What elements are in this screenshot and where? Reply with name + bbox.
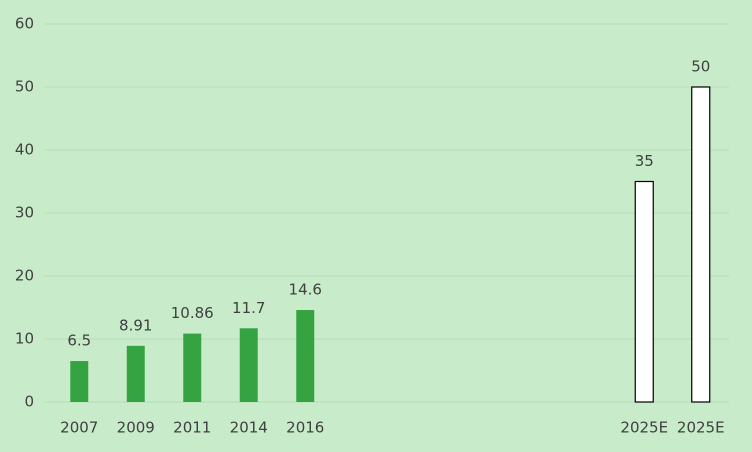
bar — [126, 345, 145, 402]
y-tick-label: 10 — [15, 330, 34, 348]
data-label: 14.6 — [289, 281, 322, 299]
data-label: 6.5 — [67, 332, 91, 350]
data-label: 35 — [635, 152, 654, 170]
x-tick-label: 2011 — [173, 419, 211, 437]
bar — [634, 180, 654, 403]
x-tick-label: 2007 — [60, 419, 98, 437]
y-tick-label: 60 — [15, 15, 34, 33]
data-label: 50 — [691, 58, 710, 76]
bar — [239, 328, 258, 402]
x-tick-label: 2016 — [286, 419, 324, 437]
bar — [691, 86, 711, 403]
bar — [296, 310, 315, 402]
x-tick-label: 2025E — [677, 419, 725, 437]
x-tick-label: 2014 — [230, 419, 268, 437]
data-label: 10.86 — [171, 304, 214, 322]
bar — [183, 333, 202, 402]
y-tick-label: 50 — [15, 78, 34, 96]
y-tick-label: 20 — [15, 267, 34, 285]
data-label: 11.7 — [232, 299, 265, 317]
y-tick-label: 0 — [24, 393, 34, 411]
y-tick-label: 40 — [15, 141, 34, 159]
x-tick-label: 2009 — [117, 419, 155, 437]
x-tick-label: 2025E — [620, 419, 668, 437]
data-label: 8.91 — [119, 316, 152, 334]
y-tick-label: 30 — [15, 204, 34, 222]
bar — [70, 361, 89, 402]
